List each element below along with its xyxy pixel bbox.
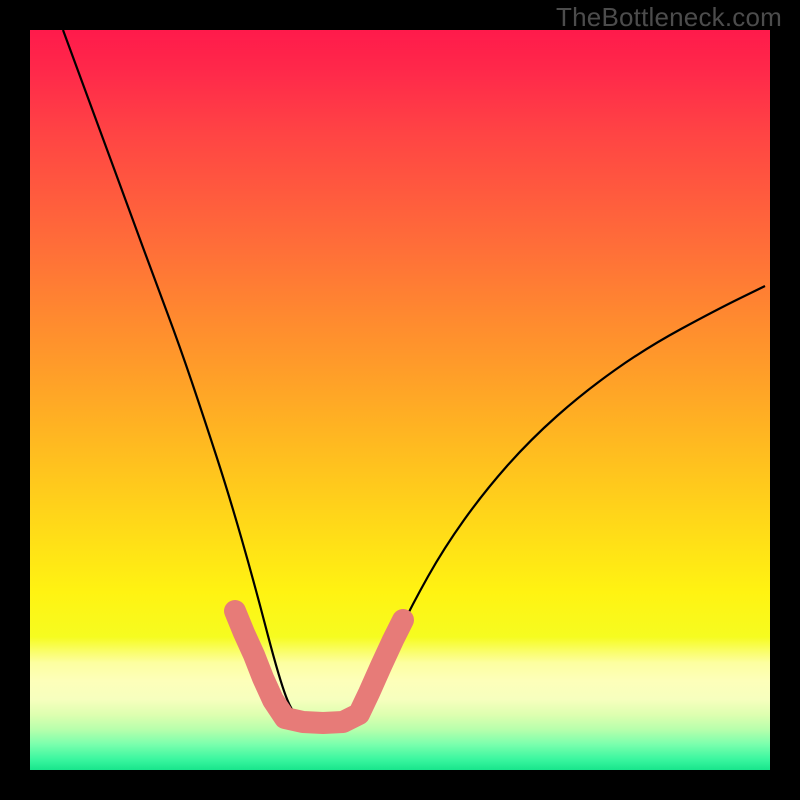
chart-stage: TheBottleneck.com [0, 0, 800, 800]
watermark-text: TheBottleneck.com [556, 2, 782, 33]
curve-left [63, 30, 325, 723]
curve-layer [0, 0, 800, 800]
curve-markers [235, 611, 403, 723]
